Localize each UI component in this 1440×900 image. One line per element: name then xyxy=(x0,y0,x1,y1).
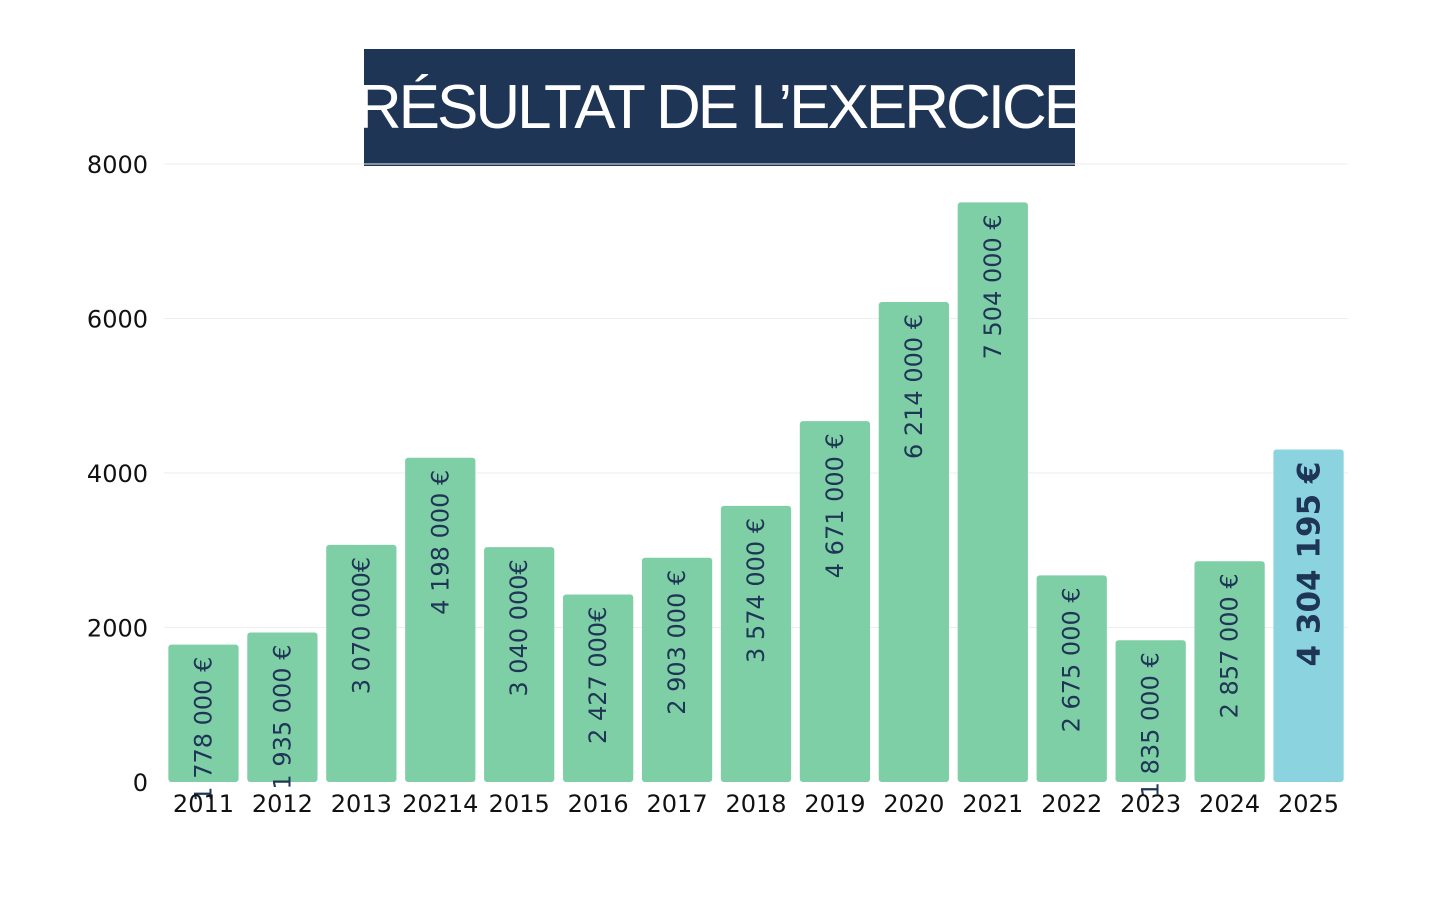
bar-value-label: 2 675 000 € xyxy=(1058,587,1086,732)
bar-value-label: 4 671 000 € xyxy=(821,433,849,578)
bar-value-label: 1 778 000 € xyxy=(189,657,217,802)
bar-2016 xyxy=(563,594,634,782)
x-tick-label: 2011 xyxy=(173,790,234,818)
bar-2019 xyxy=(799,421,871,782)
y-tick-label: 0 xyxy=(133,769,148,797)
bar-2017 xyxy=(641,557,713,782)
x-tick-label: 2015 xyxy=(489,790,550,818)
bar-value-label: 2 857 000 € xyxy=(1216,573,1244,718)
x-tick-label: 2024 xyxy=(1199,790,1260,818)
bar-2022 xyxy=(1036,575,1107,782)
x-tick-label: 2023 xyxy=(1120,790,1181,818)
x-tick-label: 2020 xyxy=(883,790,944,818)
x-tick-label: 20214 xyxy=(402,790,478,818)
y-tick-label: 2000 xyxy=(87,615,148,643)
y-tick-label: 8000 xyxy=(87,151,148,179)
bar-2013 xyxy=(326,544,397,782)
bar-2021 xyxy=(957,202,1028,783)
bar-2023 xyxy=(1115,640,1186,782)
bar-20214 xyxy=(405,457,476,782)
bar-2020 xyxy=(878,301,949,782)
x-tick-label: 2012 xyxy=(252,790,313,818)
bar-value-label: 6 214 000 € xyxy=(900,314,928,459)
x-tick-label: 2022 xyxy=(1041,790,1102,818)
bar-value-label: 2 427 000€ xyxy=(584,607,612,744)
bar-2011 xyxy=(168,644,239,782)
y-tick-label: 4000 xyxy=(87,460,148,488)
x-tick-label: 2019 xyxy=(804,790,865,818)
bar-value-label: 3 040 000€ xyxy=(505,559,533,696)
bar-2025 xyxy=(1273,449,1344,782)
bar-value-label: 4 198 000 € xyxy=(426,470,454,615)
bar-value-label: 1 935 000 € xyxy=(268,645,296,790)
y-tick-label: 6000 xyxy=(87,306,148,334)
x-tick-label: 2013 xyxy=(331,790,392,818)
bar-value-label: 1 835 000 € xyxy=(1137,652,1165,797)
bar-2015 xyxy=(484,547,555,782)
bar-value-label: 3 574 000 € xyxy=(742,518,770,663)
bar-value-label: 3 070 000€ xyxy=(347,557,375,694)
chart-title: RÉSULTAT DE L’EXERCICE xyxy=(356,73,1085,142)
bar-value-label: 2 903 000 € xyxy=(663,570,691,715)
x-tick-label: 2018 xyxy=(725,790,786,818)
bar-value-label: 4 304 195 € xyxy=(1292,462,1328,667)
bar-2024 xyxy=(1194,561,1265,782)
x-tick-label: 2016 xyxy=(568,790,629,818)
x-tick-label: 2025 xyxy=(1278,790,1339,818)
bar-value-label: 7 504 000 € xyxy=(979,214,1007,359)
chart-title-box: RÉSULTAT DE L’EXERCICE xyxy=(357,49,1085,166)
x-tick-label: 2017 xyxy=(647,790,708,818)
bar-2018 xyxy=(720,505,792,782)
x-tick-label: 2021 xyxy=(962,790,1023,818)
bar-2012 xyxy=(247,632,318,782)
